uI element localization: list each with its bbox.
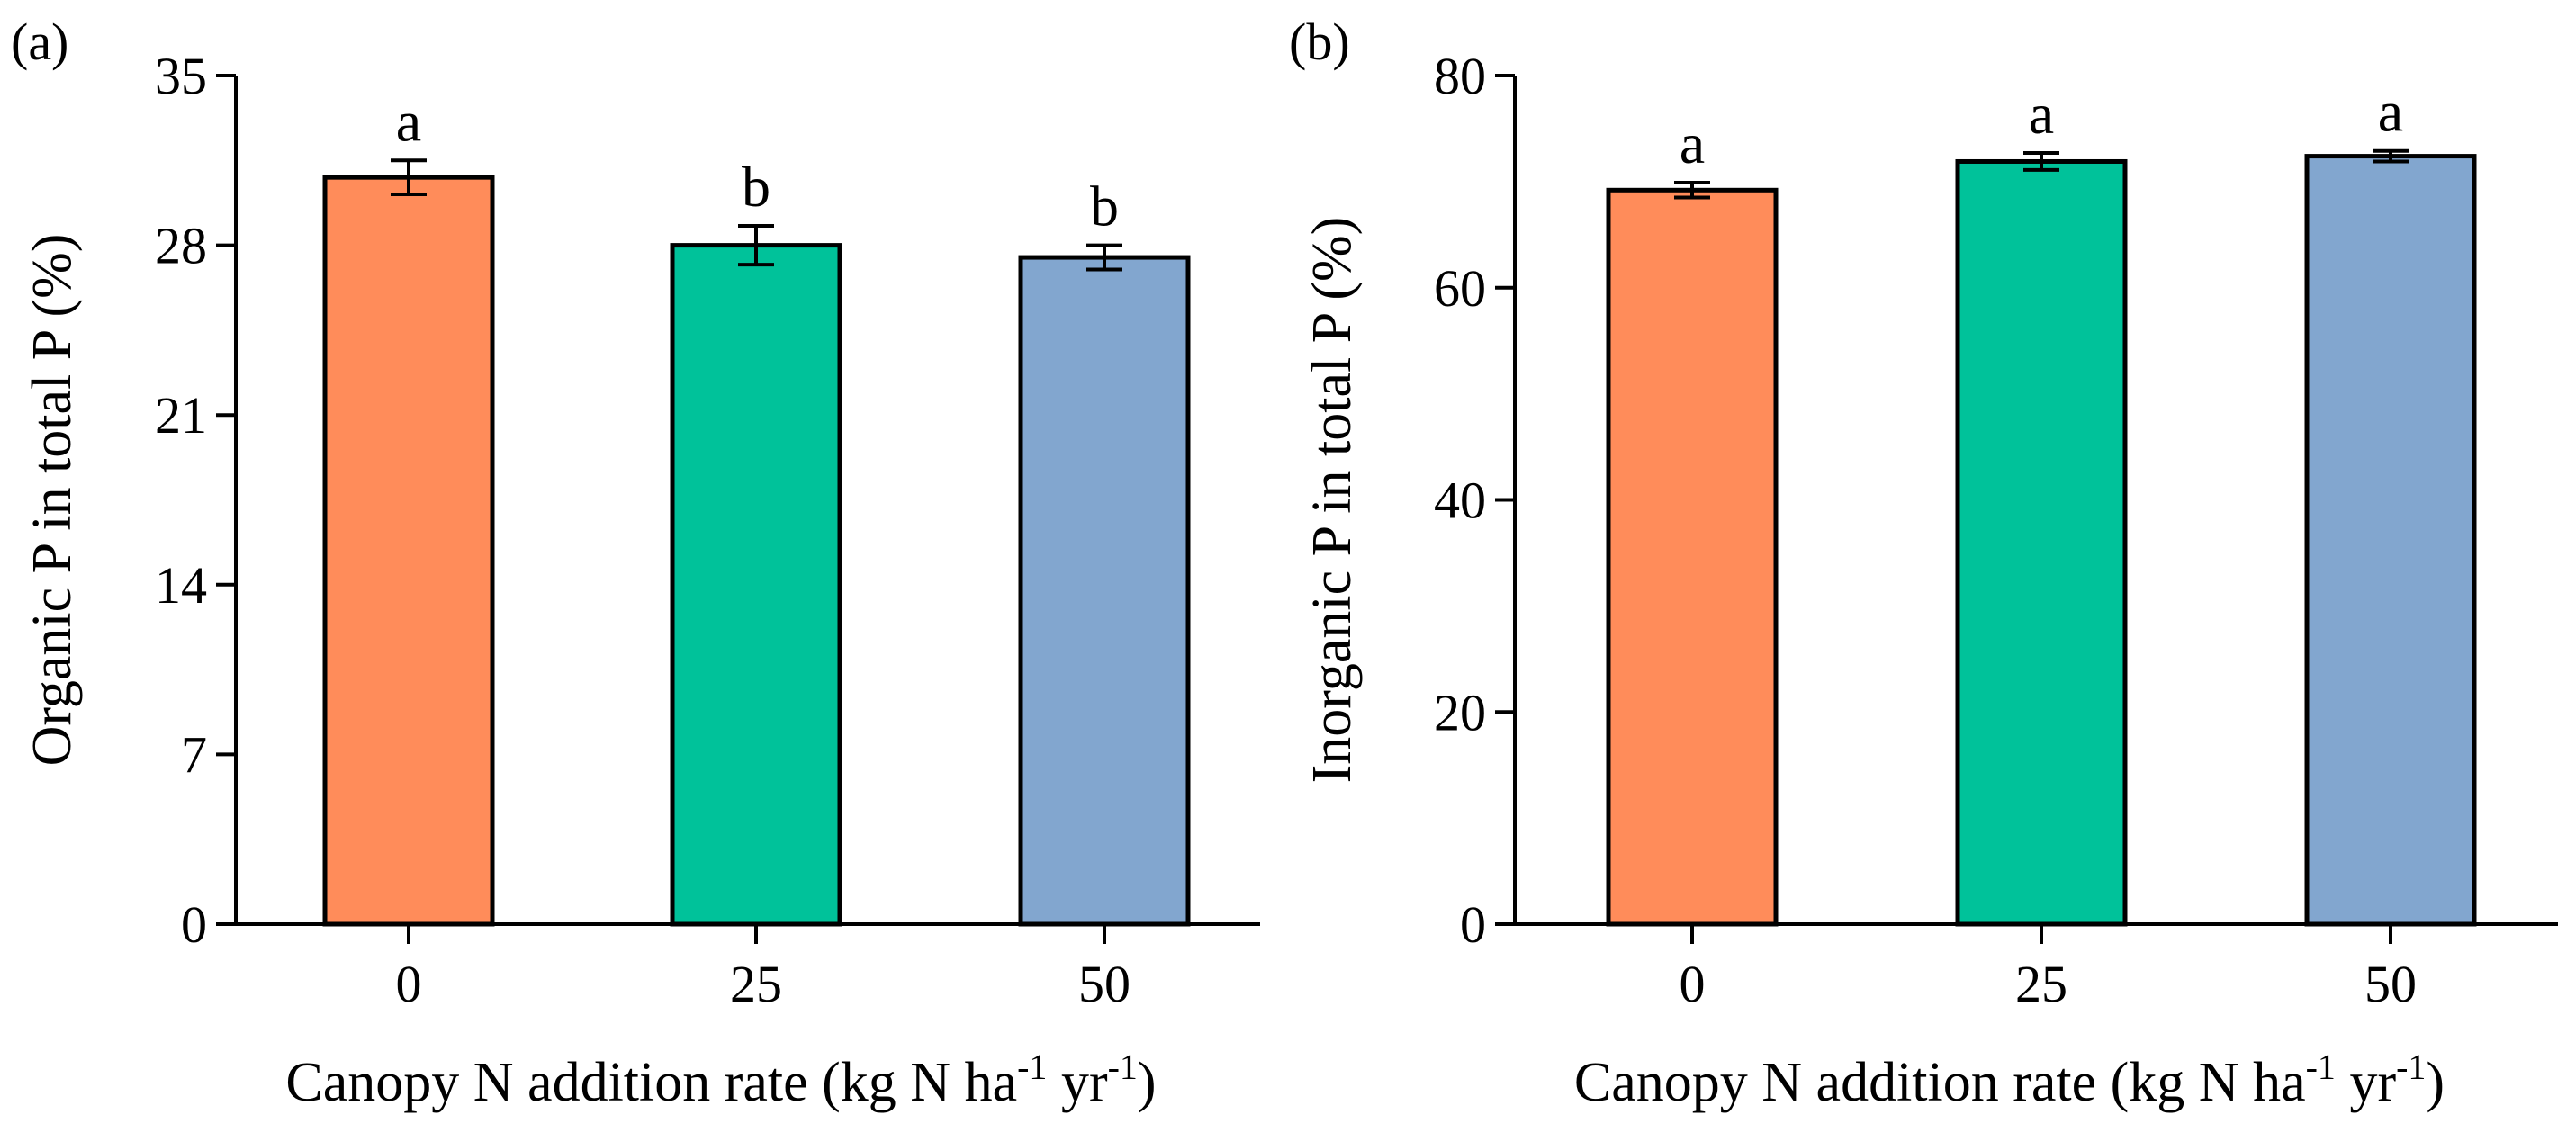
panel-b-bar-50 — [2304, 154, 2477, 927]
panel-b-bar-25 — [1955, 158, 2128, 927]
panel-a-ytick-label-2: 14 — [155, 556, 207, 615]
panel-b-xtick-label-50: 50 — [2364, 955, 2417, 1013]
panel-a-error-bar-50 — [1086, 243, 1122, 272]
panel-a-bar-0 — [322, 175, 495, 927]
panel-a-ytick-label-0: 0 — [181, 895, 207, 954]
panel-a-x-ticks: 0 25 50 — [396, 924, 1130, 1013]
panel-a-xlabel-sup2: -1 — [1108, 1047, 1138, 1087]
panel-b-ytick-label-0: 0 — [1460, 895, 1486, 954]
panel-a-error-bars — [391, 158, 1122, 272]
panel-a-xtick-label-25: 25 — [730, 955, 782, 1013]
panel-a-bars — [322, 175, 1191, 927]
panel-b-xlabel-end: ) — [2426, 1052, 2445, 1113]
panel-b-y-axis-title: Inorganic P in total P (%) — [1302, 217, 1363, 784]
panel-b-xlabel-sup2: -1 — [2396, 1047, 2426, 1087]
panel-b-bar-0 — [1606, 187, 1779, 927]
panel-a-ytick-label-5: 35 — [155, 47, 207, 105]
panel-a-significance-letters: a b b — [396, 89, 1119, 238]
panel-a-y-ticks: 0 7 14 21 28 35 — [155, 47, 236, 954]
panel-b-bars — [1606, 154, 2477, 927]
panel-b-error-bar-25 — [2023, 151, 2059, 172]
panel-a-ytick-label-1: 7 — [181, 725, 207, 784]
panel-a-label: (a) — [11, 13, 68, 71]
panel-a-sig-0: a — [396, 89, 421, 153]
panel-b-error-bar-50 — [2373, 148, 2409, 164]
panel-a-xlabel-mid: yr — [1047, 1052, 1108, 1113]
panel-a-xtick-label-50: 50 — [1078, 955, 1130, 1013]
panel-a-y-axis-title: Organic P in total P (%) — [22, 234, 83, 767]
panel-b-label: (b) — [1289, 13, 1350, 71]
panel-a-sig-25: b — [742, 155, 770, 219]
panel-a-xlabel-end: ) — [1138, 1052, 1157, 1113]
panel-a-ytick-label-3: 21 — [155, 386, 207, 445]
panel-b-error-bars — [1674, 148, 2409, 200]
panel-b-y-ticks: 0 20 40 60 80 — [1434, 47, 1515, 954]
panel-b-ytick-label-2: 40 — [1434, 472, 1486, 530]
panel-a-error-bar-0 — [391, 158, 427, 197]
panel-b-ytick-label-1: 20 — [1434, 683, 1486, 741]
panel-b-xlabel-sup1: -1 — [2306, 1047, 2336, 1087]
panel-b-ytick-label-4: 80 — [1434, 47, 1486, 105]
panel-b: (b) a a a 0 20 40 60 80 — [1289, 13, 2558, 1113]
panel-b-significance-letters: a a a — [1680, 80, 2403, 175]
panel-b-xtick-label-0: 0 — [1680, 955, 1706, 1013]
panel-a-bar-25 — [670, 243, 842, 927]
panel-a: (a) a b b 0 7 14 21 — [11, 13, 1260, 1113]
panel-b-error-bar-0 — [1674, 181, 1710, 200]
panel-a-xlabel-sup1: -1 — [1017, 1047, 1047, 1087]
panel-b-x-axis-title: Canopy N addition rate (kg N ha-1 yr-1) — [1574, 1047, 2445, 1113]
panel-a-bar-50 — [1018, 255, 1191, 927]
panel-a-sig-50: b — [1090, 175, 1119, 238]
panel-b-x-ticks: 0 25 50 — [1680, 924, 2417, 1013]
panel-a-x-axis-title: Canopy N addition rate (kg N ha-1 yr-1) — [285, 1047, 1156, 1113]
panel-a-error-bar-25 — [738, 224, 774, 267]
panel-b-sig-50: a — [2378, 80, 2403, 144]
panel-b-xlabel-main: Canopy N addition rate (kg N ha — [1574, 1052, 2306, 1113]
panel-a-xtick-label-0: 0 — [396, 955, 422, 1013]
panel-b-sig-25: a — [2029, 82, 2054, 146]
panel-b-xtick-label-25: 25 — [2015, 955, 2067, 1013]
panel-a-ytick-label-4: 28 — [155, 217, 207, 275]
panel-a-xlabel-main: Canopy N addition rate (kg N ha — [285, 1052, 1017, 1113]
panel-b-xlabel-mid: yr — [2336, 1052, 2397, 1113]
panel-b-sig-0: a — [1680, 112, 1705, 175]
panel-b-ytick-label-3: 60 — [1434, 259, 1486, 318]
